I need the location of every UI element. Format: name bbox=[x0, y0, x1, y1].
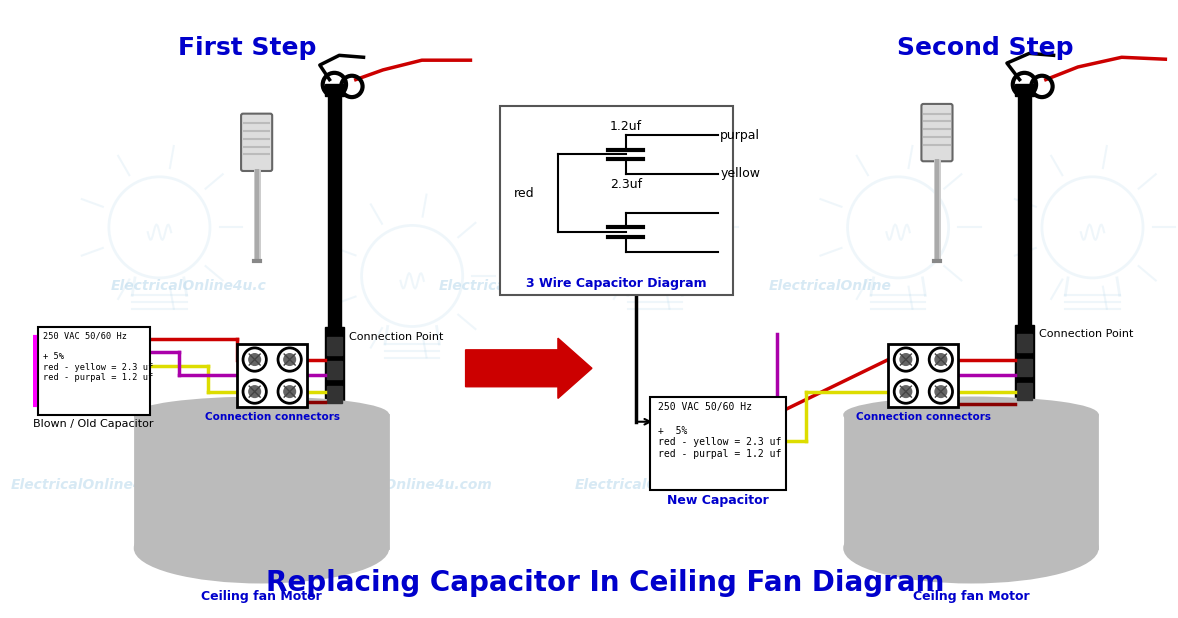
Text: Second Step: Second Step bbox=[898, 36, 1074, 60]
Text: Connection connectors: Connection connectors bbox=[856, 412, 991, 422]
Text: ElectricalOnline4u.com: ElectricalOnline4u.com bbox=[312, 478, 492, 492]
Circle shape bbox=[935, 353, 947, 365]
Bar bbox=[325, 328, 344, 415]
Bar bbox=[326, 337, 342, 355]
Text: Blown / Old Capacitor: Blown / Old Capacitor bbox=[33, 419, 153, 429]
Text: red: red bbox=[514, 187, 535, 200]
Bar bbox=[325, 85, 344, 96]
Text: Ceilng fan Motor: Ceilng fan Motor bbox=[913, 590, 1030, 603]
Text: 3 Wire Capacitor Diagram: 3 Wire Capacitor Diagram bbox=[525, 277, 707, 290]
Circle shape bbox=[284, 386, 296, 397]
Ellipse shape bbox=[135, 514, 388, 582]
Text: Connection connectors: Connection connectors bbox=[205, 412, 339, 422]
Bar bbox=[327, 92, 342, 415]
Circle shape bbox=[935, 386, 947, 397]
Bar bbox=[38, 328, 150, 415]
Bar bbox=[326, 386, 342, 404]
Bar bbox=[1014, 324, 1034, 412]
Ellipse shape bbox=[135, 398, 388, 432]
Text: ElectricalOnline4: ElectricalOnline4 bbox=[891, 478, 1023, 492]
Text: Connection Point: Connection Point bbox=[1039, 329, 1133, 339]
Bar bbox=[237, 344, 307, 407]
Bar bbox=[326, 362, 342, 379]
FancyBboxPatch shape bbox=[241, 114, 272, 171]
Text: First Step: First Step bbox=[178, 36, 316, 60]
Ellipse shape bbox=[845, 514, 1098, 582]
Text: purpal: purpal bbox=[720, 129, 760, 142]
Text: 1.2uf: 1.2uf bbox=[610, 120, 642, 133]
Bar bbox=[1014, 85, 1034, 96]
Text: yellow: yellow bbox=[720, 167, 760, 180]
Circle shape bbox=[249, 353, 260, 365]
Text: Ceiling fan Motor: Ceiling fan Motor bbox=[201, 590, 322, 603]
Circle shape bbox=[900, 353, 912, 365]
Bar bbox=[1017, 383, 1032, 400]
Text: Replacing Capacitor In Ceiling Fan Diagram: Replacing Capacitor In Ceiling Fan Diagr… bbox=[266, 569, 945, 597]
Text: New Capacitor: New Capacitor bbox=[668, 494, 769, 507]
Bar bbox=[650, 397, 787, 490]
Text: ElectricalOnline: ElectricalOnline bbox=[768, 279, 892, 293]
Circle shape bbox=[900, 386, 912, 397]
Bar bbox=[1017, 334, 1032, 352]
Bar bbox=[1018, 92, 1031, 412]
Text: 250 VAC 50/60 Hz

+  5%
red - yellow = 2.3 uf
red - purpal = 1.2 uf: 250 VAC 50/60 Hz + 5% red - yellow = 2.3… bbox=[659, 402, 781, 459]
Bar bbox=[135, 415, 388, 548]
Bar bbox=[499, 106, 733, 295]
Bar bbox=[1017, 358, 1032, 376]
Text: 250 VAC 50/60 Hz

+ 5%
red - yellow = 2.3 uf
red - purpal = 1.2 uf: 250 VAC 50/60 Hz + 5% red - yellow = 2.3… bbox=[42, 331, 153, 382]
Ellipse shape bbox=[845, 398, 1098, 432]
Text: ElectricalOnline4u.c: ElectricalOnline4u.c bbox=[111, 279, 266, 293]
FancyArrow shape bbox=[465, 338, 591, 399]
Text: ElectricalOnline4u.com: ElectricalOnline4u.com bbox=[439, 279, 618, 293]
Bar bbox=[888, 344, 959, 407]
Circle shape bbox=[284, 353, 296, 365]
Bar bbox=[845, 415, 1098, 548]
Text: 2.3uf: 2.3uf bbox=[610, 179, 642, 192]
FancyBboxPatch shape bbox=[921, 104, 953, 161]
Text: ElectricalOnline4u.com: ElectricalOnline4u.com bbox=[575, 478, 755, 492]
Circle shape bbox=[249, 386, 260, 397]
Text: ElectricalOnline4u.com: ElectricalOnline4u.com bbox=[11, 478, 191, 492]
Text: Connection Point: Connection Point bbox=[349, 332, 443, 342]
